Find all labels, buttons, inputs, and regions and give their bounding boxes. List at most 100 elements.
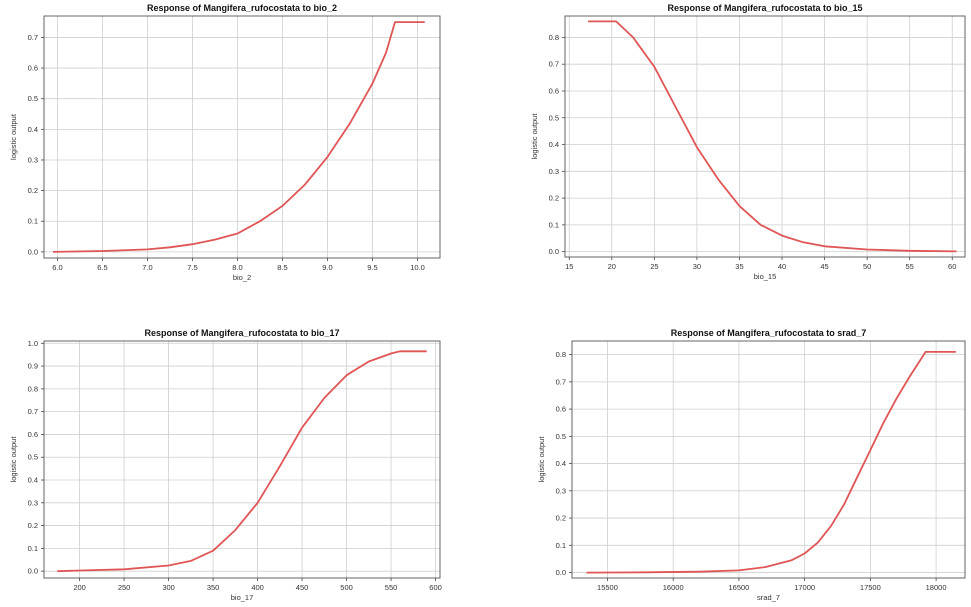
plot-frame [43, 15, 441, 259]
y-tick-label: 0.7 [28, 407, 38, 416]
x-tick-label: 9.5 [367, 263, 377, 272]
y-tick-label: 0.5 [28, 453, 38, 462]
y-tick-label: 0.3 [556, 486, 566, 495]
y-tick-label: 0.4 [556, 459, 566, 468]
y-tick-label: 0.2 [28, 186, 38, 195]
x-tick-label: 500 [340, 583, 353, 592]
x-tick-label: 300 [162, 583, 175, 592]
x-tick-label: 10.0 [410, 263, 425, 272]
y-tick-label: 0.2 [556, 514, 566, 523]
x-tick-label: 45 [820, 262, 828, 271]
x-tick-label: 30 [693, 262, 701, 271]
y-tick-label: 0.1 [549, 220, 559, 229]
response-curve [52, 21, 425, 253]
y-tick-label: 0.2 [549, 194, 559, 203]
x-tick-label: 16000 [663, 583, 684, 592]
y-tick-label: 0.1 [556, 541, 566, 550]
x-tick-label: 55 [906, 262, 914, 271]
y-tick-label: 0.0 [28, 247, 38, 256]
y-tick-label: 0.9 [28, 362, 38, 371]
y-tick-label: 0.5 [556, 432, 566, 441]
x-tick-label: 250 [118, 583, 131, 592]
y-tick-label: 0.4 [28, 476, 38, 485]
x-tick-label: 40 [778, 262, 786, 271]
y-tick-label: 0.0 [556, 568, 566, 577]
y-tick-label: 0.0 [28, 567, 38, 576]
x-tick-label: 9.0 [322, 263, 332, 272]
x-axis-label: srad_7 [757, 593, 780, 602]
y-tick-label: 0.2 [28, 521, 38, 530]
plot-area [44, 16, 440, 258]
x-tick-label: 8.0 [232, 263, 242, 272]
y-tick-label: 0.8 [556, 350, 566, 359]
x-tick-label: 35 [735, 262, 743, 271]
chart-title: Response of Mangifera_rufocostata to sra… [671, 328, 867, 338]
chart-panel-bio-15: 15 20 25 30 35 40 45 50 55 60 0.0 0.1 0.2 0.3 0.4 0.5 0.… [0, 0, 971, 292]
x-axis-label: bio_2 [233, 273, 251, 282]
x-axis-label: bio_17 [231, 593, 254, 602]
x-tick-label: 20 [608, 262, 616, 271]
y-tick-label: 0.7 [28, 33, 38, 42]
y-tick-label: 0.3 [28, 155, 38, 164]
y-tick-label: 0.1 [28, 217, 38, 226]
chart-title: Response of Mangifera_rufocostata to bio… [144, 328, 339, 338]
plot-area [44, 341, 440, 578]
chart-panel-bio-17: 200 250 300 350 400 450 500 550 600 0.0 0.1 0.2 0.3 0… [0, 0, 480, 607]
y-axis-label: logistic output [9, 436, 18, 483]
x-tick-label: 25 [650, 262, 658, 271]
x-tick-label: 400 [251, 583, 264, 592]
y-tick-label: 1.0 [28, 339, 38, 348]
y-tick-label: 0.3 [549, 167, 559, 176]
y-axis-label: logistic output [9, 113, 18, 160]
x-tick-label: 18000 [926, 583, 947, 592]
chart-panel-bio-2: 6.0 6.5 7.0 7.5 8.0 8.5 9.0 9.5 10.0 0.0 0.1 0.2 0.3… [0, 0, 480, 292]
x-axis-label: bio_15 [754, 272, 777, 281]
y-tick-label: 0.4 [28, 125, 38, 134]
y-axis-label: logistic output [537, 436, 546, 483]
x-tick-label: 17000 [794, 583, 815, 592]
x-tick-label: 6.5 [97, 263, 107, 272]
x-tick-label: 15 [565, 262, 573, 271]
response-curve [586, 350, 956, 574]
x-tick-label: 50 [863, 262, 871, 271]
response-curve [57, 350, 427, 573]
x-tick-label: 16500 [728, 583, 749, 592]
y-tick-label: 0.7 [549, 60, 559, 69]
y-tick-label: 0.7 [556, 377, 566, 386]
y-tick-label: 0.5 [28, 94, 38, 103]
chart-title: Response of Mangifera_rufocostata to bio… [667, 3, 862, 13]
y-tick-label: 0.4 [549, 140, 559, 149]
x-tick-label: 550 [385, 583, 398, 592]
chart-svg: 15 20 25 30 35 40 45 50 55 60 0.0 0.1 0.2 0.3 0.4 0.5 0.… [530, 3, 966, 281]
x-tick-label: 350 [207, 583, 220, 592]
plot-frame [564, 15, 966, 258]
y-tick-label: 0.6 [28, 64, 38, 73]
y-tick-label: 0.8 [28, 384, 38, 393]
y-tick-label: 0.1 [28, 544, 38, 553]
plot-area [565, 16, 965, 257]
x-tick-label: 17500 [860, 583, 881, 592]
y-tick-label: 0.3 [28, 498, 38, 507]
y-tick-label: 0.8 [549, 33, 559, 42]
y-axis-label: logistic output [530, 113, 539, 160]
y-tick-label: 0.0 [549, 247, 559, 256]
y-tick-label: 0.6 [549, 86, 559, 95]
x-tick-label: 60 [948, 262, 956, 271]
plot-frame [571, 340, 966, 579]
x-tick-label: 200 [73, 583, 86, 592]
response-curve [588, 20, 957, 253]
y-tick-label: 0.5 [549, 113, 559, 122]
x-tick-label: 6.0 [52, 263, 62, 272]
x-tick-label: 7.5 [187, 263, 197, 272]
x-tick-label: 15500 [597, 583, 618, 592]
plot-frame [43, 340, 441, 579]
chart-svg: 6.0 6.5 7.0 7.5 8.0 8.5 9.0 9.5 10.0 0.0 0.1 0.2 0.3… [9, 3, 441, 282]
x-tick-label: 600 [429, 583, 442, 592]
chart-svg: 200 250 300 350 400 450 500 550 600 0.0 0.1 0.2 0.3 0… [9, 328, 442, 602]
y-tick-label: 0.6 [556, 405, 566, 414]
x-tick-label: 8.5 [277, 263, 287, 272]
x-tick-label: 450 [296, 583, 309, 592]
chart-title: Response of Mangifera_rufocostata to bio… [147, 3, 337, 13]
